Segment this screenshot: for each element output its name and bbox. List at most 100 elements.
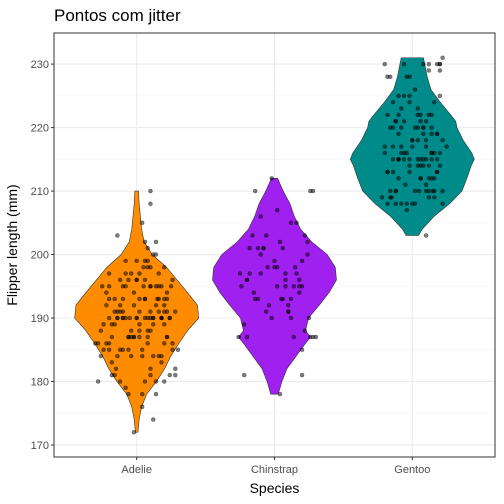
data-point-adelie — [142, 379, 148, 384]
data-point-adelie — [148, 284, 153, 289]
data-point-chinstrap — [236, 334, 241, 340]
data-point-adelie — [148, 188, 153, 194]
data-point-gentoo — [401, 93, 407, 99]
data-point-gentoo — [404, 201, 409, 206]
data-point-adelie — [162, 303, 167, 308]
data-point-gentoo — [415, 163, 421, 168]
data-point-chinstrap — [239, 284, 244, 289]
data-point-adelie — [137, 328, 142, 333]
data-point-adelie — [159, 315, 164, 321]
data-point-adelie — [145, 334, 150, 340]
data-point-adelie — [126, 391, 131, 397]
data-point-adelie — [164, 309, 170, 314]
data-point-gentoo — [421, 61, 426, 67]
data-point-adelie — [142, 296, 148, 302]
data-point-gentoo — [390, 99, 396, 105]
data-point-gentoo — [412, 188, 418, 194]
data-point-gentoo — [423, 157, 429, 162]
data-point-gentoo — [415, 138, 421, 143]
data-point-gentoo — [399, 125, 404, 130]
data-point-adelie — [156, 309, 161, 314]
data-point-gentoo — [410, 201, 415, 206]
data-point-chinstrap — [305, 239, 310, 245]
data-point-adelie — [101, 322, 106, 327]
data-point-chinstrap — [299, 284, 305, 289]
data-point-chinstrap — [275, 284, 280, 289]
data-point-adelie — [148, 309, 153, 314]
data-point-chinstrap — [306, 315, 312, 321]
data-point-adelie — [137, 309, 142, 314]
data-point-adelie — [162, 379, 167, 384]
data-point-adelie — [139, 220, 145, 225]
data-point-adelie — [139, 353, 145, 359]
data-point-adelie — [106, 315, 112, 321]
data-point-adelie — [123, 315, 128, 321]
chart-title: Pontos com jitter — [54, 6, 181, 25]
data-point-gentoo — [440, 201, 445, 206]
data-point-adelie — [127, 315, 133, 321]
data-point-gentoo — [401, 119, 407, 124]
data-point-gentoo — [412, 125, 418, 130]
data-point-adelie — [128, 328, 134, 333]
data-point-gentoo — [396, 93, 401, 99]
data-point-gentoo — [429, 176, 434, 181]
data-point-chinstrap — [297, 290, 302, 295]
data-point-adelie — [170, 347, 175, 352]
violin-adelie — [74, 190, 200, 433]
data-point-gentoo — [434, 169, 440, 175]
data-point-gentoo — [421, 125, 426, 130]
data-point-adelie — [153, 379, 159, 384]
data-point-adelie — [104, 303, 109, 308]
data-point-adelie — [137, 271, 142, 276]
data-point-gentoo — [423, 138, 429, 143]
y-tick-label: 170 — [31, 440, 49, 452]
data-point-gentoo — [415, 157, 421, 162]
data-point-adelie — [128, 271, 134, 276]
data-point-chinstrap — [269, 315, 274, 321]
data-point-adelie — [134, 258, 139, 264]
data-point-gentoo — [429, 125, 434, 130]
data-point-adelie — [95, 379, 101, 384]
data-point-adelie — [106, 347, 112, 352]
data-point-gentoo — [434, 131, 440, 137]
data-point-adelie — [145, 245, 150, 251]
data-point-chinstrap — [255, 245, 261, 251]
y-tick-label: 180 — [31, 376, 49, 388]
data-point-adelie — [173, 309, 178, 314]
data-point-chinstrap — [280, 245, 285, 251]
data-point-gentoo — [426, 61, 432, 67]
data-point-gentoo — [426, 188, 432, 194]
data-point-chinstrap — [299, 347, 305, 352]
data-point-adelie — [156, 353, 161, 359]
data-point-chinstrap — [269, 176, 274, 181]
data-point-adelie — [162, 296, 167, 302]
data-point-gentoo — [437, 93, 443, 99]
data-point-adelie — [153, 239, 159, 245]
data-point-adelie — [139, 404, 145, 410]
data-point-chinstrap — [258, 214, 263, 219]
data-point-gentoo — [407, 74, 412, 80]
y-tick-label: 190 — [31, 313, 49, 325]
data-point-chinstrap — [294, 220, 299, 225]
x-tick-label-gentoo: Gentoo — [394, 464, 430, 476]
data-point-chinstrap — [308, 334, 313, 340]
data-point-chinstrap — [264, 233, 269, 238]
y-axis-title: Flipper length (mm) — [4, 184, 20, 305]
data-point-chinstrap — [277, 391, 283, 397]
data-point-chinstrap — [297, 277, 302, 283]
data-point-chinstrap — [288, 296, 294, 302]
data-point-gentoo — [437, 163, 443, 168]
data-point-gentoo — [393, 201, 398, 206]
data-point-adelie — [141, 284, 146, 289]
data-point-chinstrap — [261, 245, 266, 251]
data-point-adelie — [128, 353, 134, 359]
data-point-adelie — [142, 277, 148, 283]
data-point-gentoo — [432, 99, 437, 105]
data-point-adelie — [137, 322, 142, 327]
data-point-adelie — [123, 258, 128, 264]
data-point-adelie — [156, 271, 161, 276]
data-point-chinstrap — [291, 284, 296, 289]
data-point-adelie — [117, 277, 123, 283]
data-point-chinstrap — [299, 258, 305, 264]
